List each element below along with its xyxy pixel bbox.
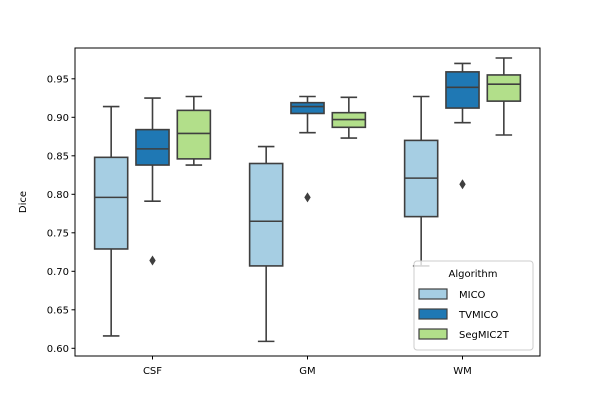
- y-tick-label: 0.75: [47, 228, 69, 239]
- legend-label: MICO: [459, 290, 486, 301]
- box-group: [290, 95, 325, 203]
- box-group: [486, 57, 522, 136]
- box: [93, 156, 129, 250]
- box: [445, 71, 480, 109]
- y-axis-title: Dice: [18, 191, 29, 213]
- legend-entries: MICO TVMICO SegMIC2T: [418, 288, 510, 341]
- box-group: [445, 62, 480, 190]
- y-tick-label: 0.70: [47, 267, 69, 278]
- y-axis: 0.60 0.65 0.70 0.75 0.80 0.85 0.90 0.95: [47, 74, 75, 355]
- legend-label: TVMICO: [458, 310, 499, 321]
- legend-frame: [413, 260, 534, 351]
- y-tick-label: 0.95: [47, 74, 69, 85]
- x-tick-label: GM: [299, 366, 315, 377]
- outlier-marker: [304, 192, 311, 203]
- box-group: [176, 95, 212, 166]
- legend-swatch: [418, 288, 448, 300]
- plot-area: [93, 57, 522, 343]
- box: [486, 74, 522, 102]
- outlier-marker: [459, 179, 466, 190]
- box: [290, 101, 325, 115]
- y-tick-label: 0.80: [47, 190, 69, 201]
- box-group: [403, 95, 439, 267]
- legend-swatch: [418, 308, 448, 320]
- y-tick-label: 0.60: [47, 344, 69, 355]
- box-group: [331, 96, 367, 139]
- box-group: [135, 97, 170, 266]
- legend: Algorithm MICO TVMICO SegMIC2T: [413, 260, 534, 351]
- outlier-marker: [149, 255, 156, 266]
- y-tick-label: 0.90: [47, 113, 69, 124]
- box-group: [248, 145, 284, 343]
- box: [248, 162, 284, 267]
- x-axis: CSF GM WM: [143, 356, 472, 377]
- x-tick-label: WM: [453, 366, 472, 377]
- legend-label: SegMIC2T: [459, 330, 510, 341]
- box: [135, 128, 170, 166]
- box-group: [93, 105, 129, 337]
- y-tick-label: 0.65: [47, 305, 69, 316]
- y-tick-label: 0.85: [47, 151, 69, 162]
- legend-title: Algorithm: [449, 269, 498, 280]
- legend-swatch: [418, 328, 448, 340]
- x-tick-label: CSF: [143, 366, 162, 377]
- box: [176, 109, 212, 160]
